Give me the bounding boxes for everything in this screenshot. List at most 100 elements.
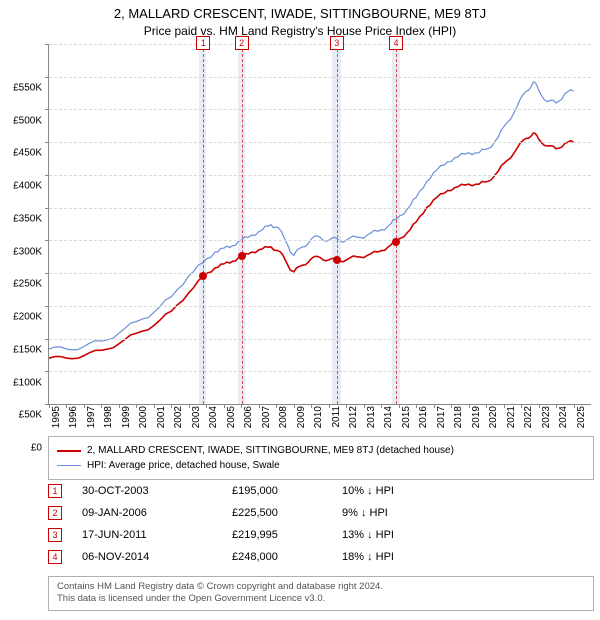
sale-marker-label: 2 (235, 36, 249, 50)
sale-dot (199, 272, 207, 280)
x-axis-label: 2019 (471, 406, 482, 428)
y-axis-label: £300K (13, 246, 42, 257)
x-axis-label: 2002 (173, 406, 184, 428)
y-axis-label: £400K (13, 181, 42, 192)
transaction-delta: 10% ↓ HPI (342, 485, 472, 497)
xtick (521, 404, 522, 408)
sale-vline (396, 44, 397, 404)
x-axis-label: 2005 (226, 406, 237, 428)
x-axis-label: 2022 (523, 406, 534, 428)
y-axis-label: £550K (13, 83, 42, 94)
x-axis-label: 2020 (488, 406, 499, 428)
legend-swatch (57, 465, 81, 466)
legend-label: 2, MALLARD CRESCENT, IWADE, SITTINGBOURN… (87, 443, 454, 458)
transaction-date: 17-JUN-2011 (82, 529, 232, 541)
xtick (416, 404, 417, 408)
transaction-row: 3 17-JUN-2011£219,99513% ↓ HPI (48, 524, 472, 546)
x-axis-label: 1999 (121, 406, 132, 428)
sale-marker-label: 1 (196, 36, 210, 50)
gridline (49, 273, 591, 274)
sale-vline (203, 44, 204, 404)
footer-line1: Contains HM Land Registry data © Crown c… (57, 581, 585, 593)
x-axis-label: 2004 (208, 406, 219, 428)
x-axis-label: 1995 (51, 406, 62, 428)
xtick (486, 404, 487, 408)
xtick (259, 404, 260, 408)
xtick (189, 404, 190, 408)
transaction-price: £195,000 (232, 485, 342, 497)
x-axis-label: 2018 (453, 406, 464, 428)
x-axis-label: 1998 (103, 406, 114, 428)
y-axis-label: £250K (13, 279, 42, 290)
transaction-marker: 4 (48, 550, 62, 564)
x-axis-label: 2015 (401, 406, 412, 428)
ytick (45, 208, 49, 209)
xtick (49, 404, 50, 408)
transactions-table: 130-OCT-2003£195,00010% ↓ HPI209-JAN-200… (48, 480, 472, 568)
chart-area: 1234 £0£50K£100K£150K£200K£250K£300K£350… (48, 44, 590, 404)
gridline (49, 306, 591, 307)
gridline (49, 142, 591, 143)
transaction-price: £219,995 (232, 529, 342, 541)
xtick (539, 404, 540, 408)
legend-item: HPI: Average price, detached house, Swal… (57, 458, 585, 473)
sale-dot (238, 252, 246, 260)
footer-line2: This data is licensed under the Open Gov… (57, 593, 585, 605)
legend-item: 2, MALLARD CRESCENT, IWADE, SITTINGBOURN… (57, 443, 585, 458)
transaction-marker: 1 (48, 484, 62, 498)
ytick (45, 273, 49, 274)
x-axis-label: 2016 (418, 406, 429, 428)
legend-label: HPI: Average price, detached house, Swal… (87, 458, 280, 473)
y-axis-label: £450K (13, 148, 42, 159)
chart-container: 2, MALLARD CRESCENT, IWADE, SITTINGBOURN… (0, 0, 600, 620)
gridline (49, 240, 591, 241)
transaction-delta: 9% ↓ HPI (342, 507, 472, 519)
xtick (329, 404, 330, 408)
transaction-delta: 18% ↓ HPI (342, 551, 472, 563)
sale-dot (333, 256, 341, 264)
chart-svg (49, 44, 591, 404)
ytick (45, 142, 49, 143)
ytick (45, 44, 49, 45)
legend: 2, MALLARD CRESCENT, IWADE, SITTINGBOURN… (48, 436, 594, 480)
xtick (154, 404, 155, 408)
ytick (45, 77, 49, 78)
x-axis-label: 2023 (541, 406, 552, 428)
gridline (49, 371, 591, 372)
gridline (49, 109, 591, 110)
gridline (49, 208, 591, 209)
x-axis-label: 2006 (243, 406, 254, 428)
x-axis-label: 2008 (278, 406, 289, 428)
gridline (49, 339, 591, 340)
transaction-row: 1 30-OCT-2003£195,00010% ↓ HPI (48, 480, 472, 502)
transaction-row: 406-NOV-2014£248,00018% ↓ HPI (48, 546, 472, 568)
gridline (49, 77, 591, 78)
ytick (45, 371, 49, 372)
ytick (45, 240, 49, 241)
x-axis-label: 2025 (576, 406, 587, 428)
series-line-hpi (49, 82, 574, 350)
chart-title-address: 2, MALLARD CRESCENT, IWADE, SITTINGBOURN… (0, 0, 600, 21)
xtick (469, 404, 470, 408)
chart-subtitle: Price paid vs. HM Land Registry's House … (0, 21, 600, 38)
xtick (84, 404, 85, 408)
xtick (504, 404, 505, 408)
xtick (224, 404, 225, 408)
transaction-marker: 2 (48, 506, 62, 520)
xtick (556, 404, 557, 408)
xtick (364, 404, 365, 408)
transaction-delta: 13% ↓ HPI (342, 529, 472, 541)
x-axis-label: 2007 (261, 406, 272, 428)
y-axis-label: £350K (13, 213, 42, 224)
x-axis-label: 2009 (296, 406, 307, 428)
xtick (294, 404, 295, 408)
xtick (119, 404, 120, 408)
x-axis-label: 2011 (331, 406, 342, 428)
transaction-price: £248,000 (232, 551, 342, 563)
transaction-marker: 3 (48, 528, 62, 542)
x-axis-label: 1996 (68, 406, 79, 428)
series-line-property_price (49, 133, 574, 359)
transaction-date: 30-OCT-2003 (82, 485, 232, 497)
x-axis-label: 2017 (436, 406, 447, 428)
y-axis-label: £150K (13, 344, 42, 355)
